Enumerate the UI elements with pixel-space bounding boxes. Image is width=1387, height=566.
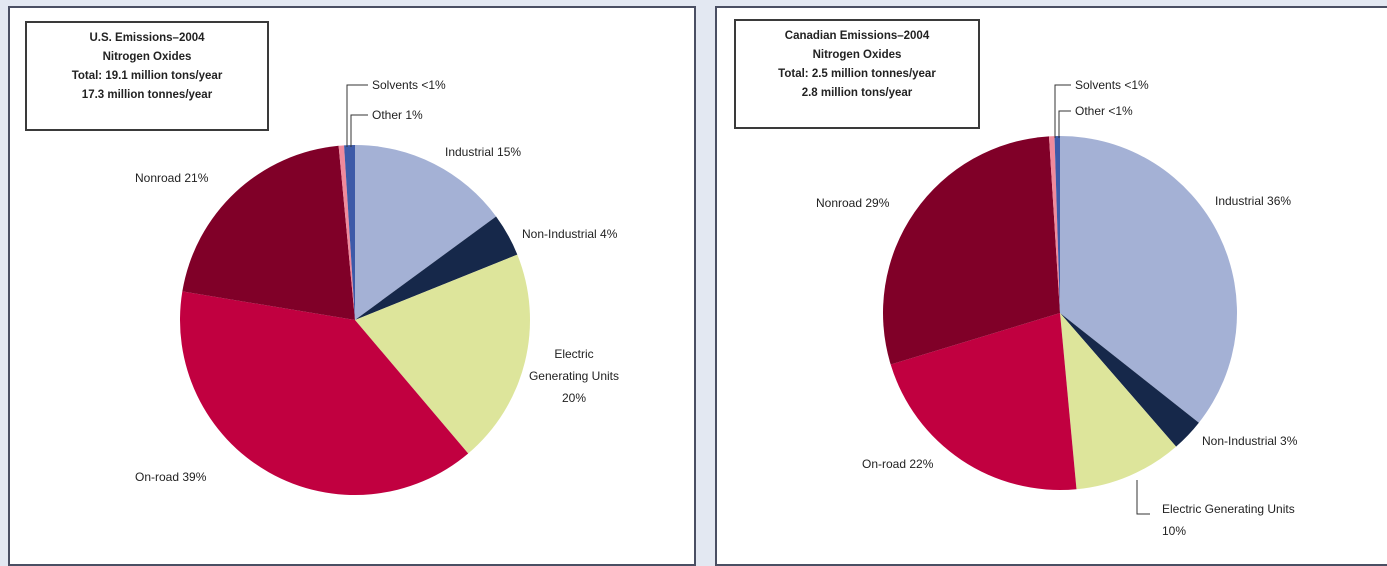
page: U.S. Emissions–2004 Nitrogen Oxides Tota… bbox=[8, 6, 1387, 566]
category-label: Nonroad bbox=[135, 171, 182, 185]
value-label: <1% bbox=[421, 78, 446, 92]
pie-slice bbox=[355, 145, 497, 320]
pie-slice bbox=[883, 136, 1060, 365]
value-label: 29% bbox=[865, 196, 890, 210]
category-label: On-road bbox=[862, 457, 907, 471]
pie-slice bbox=[180, 291, 469, 495]
title-box: Canadian Emissions–2004 Nitrogen Oxides … bbox=[734, 19, 980, 129]
value-label: 36% bbox=[1267, 194, 1292, 208]
slice-label: On-road 22% bbox=[862, 453, 933, 475]
category-label: On-road bbox=[135, 470, 180, 484]
leader-line bbox=[1136, 480, 1150, 515]
slice-label: Electric Generating Units 10% bbox=[1162, 498, 1307, 542]
chart-title: Canadian Emissions–2004 bbox=[784, 30, 930, 42]
slice-label: Nonroad 29% bbox=[816, 192, 889, 214]
category-label: Industrial bbox=[445, 145, 494, 159]
pie-slice bbox=[338, 145, 355, 320]
value-label: 22% bbox=[909, 457, 934, 471]
pie-slice bbox=[344, 145, 355, 320]
pie-slice bbox=[182, 145, 355, 320]
category-label: Industrial bbox=[1215, 194, 1264, 208]
value-label: 39% bbox=[182, 470, 207, 484]
value-label: 10% bbox=[1162, 524, 1187, 538]
value-label: <1% bbox=[1124, 78, 1149, 92]
slice-label: Industrial 36% bbox=[1215, 190, 1291, 212]
slice-label: Industrial 15% bbox=[445, 141, 521, 163]
chart-subtitle: Nitrogen Oxides bbox=[102, 51, 192, 63]
slice-label: Non-Industrial 3% bbox=[1202, 430, 1297, 452]
category-label: Electric Generating Units bbox=[1162, 502, 1295, 516]
category-label: Solvents bbox=[372, 78, 419, 92]
category-label: Non-Industrial bbox=[1202, 434, 1277, 448]
category-label: Nonroad bbox=[816, 196, 863, 210]
slice-label: Other 1% bbox=[372, 104, 423, 126]
value-label: <1% bbox=[1108, 104, 1133, 118]
chart-title: U.S. Emissions–2004 bbox=[89, 32, 205, 44]
total: 17.3 million tonnes/year bbox=[81, 89, 213, 101]
chart-subtitle: Nitrogen Oxides bbox=[812, 49, 902, 61]
pie-slice bbox=[890, 313, 1077, 490]
value-label: 4% bbox=[600, 227, 618, 241]
total: Total: 19.1 million tons/year bbox=[71, 70, 223, 82]
title-box: U.S. Emissions–2004 Nitrogen Oxides Tota… bbox=[25, 21, 269, 131]
pie-slice bbox=[1060, 136, 1238, 423]
slice-label: Solvents <1% bbox=[372, 74, 446, 96]
chart bbox=[180, 84, 1238, 515]
leader-line bbox=[1054, 84, 1071, 138]
leader-line bbox=[350, 114, 368, 147]
pie-slice bbox=[1060, 313, 1199, 447]
slice-label: On-road 39% bbox=[135, 466, 206, 488]
slice-label: Other <1% bbox=[1075, 100, 1133, 122]
slice-label: Electric Generating Units 20% bbox=[528, 343, 620, 409]
category-label: Electric Generating Units bbox=[528, 347, 620, 383]
pie-slice bbox=[1060, 313, 1177, 490]
leader-line bbox=[1058, 110, 1071, 138]
pie-slice bbox=[355, 216, 518, 320]
total: Total: 2.5 million tonnes/year bbox=[778, 68, 936, 80]
slice-label: Solvents <1% bbox=[1075, 74, 1149, 96]
pie-slice bbox=[1054, 136, 1060, 313]
category-label: Other bbox=[372, 108, 403, 122]
value-label: 20% bbox=[561, 391, 587, 405]
value-label: 3% bbox=[1280, 434, 1298, 448]
total: 2.8 million tons/year bbox=[801, 87, 913, 99]
category-label: Non-Industrial bbox=[522, 227, 597, 241]
value-label: 1% bbox=[405, 108, 423, 122]
value-label: 15% bbox=[497, 145, 522, 159]
leader-line bbox=[346, 84, 368, 147]
pie-slice bbox=[1048, 136, 1060, 313]
category-label: Other bbox=[1075, 104, 1106, 118]
category-label: Solvents bbox=[1075, 78, 1122, 92]
slice-label: Non-Industrial 4% bbox=[522, 223, 617, 245]
value-label: 21% bbox=[184, 171, 209, 185]
slice-label: Nonroad 21% bbox=[135, 167, 208, 189]
pie-slice bbox=[355, 254, 530, 454]
